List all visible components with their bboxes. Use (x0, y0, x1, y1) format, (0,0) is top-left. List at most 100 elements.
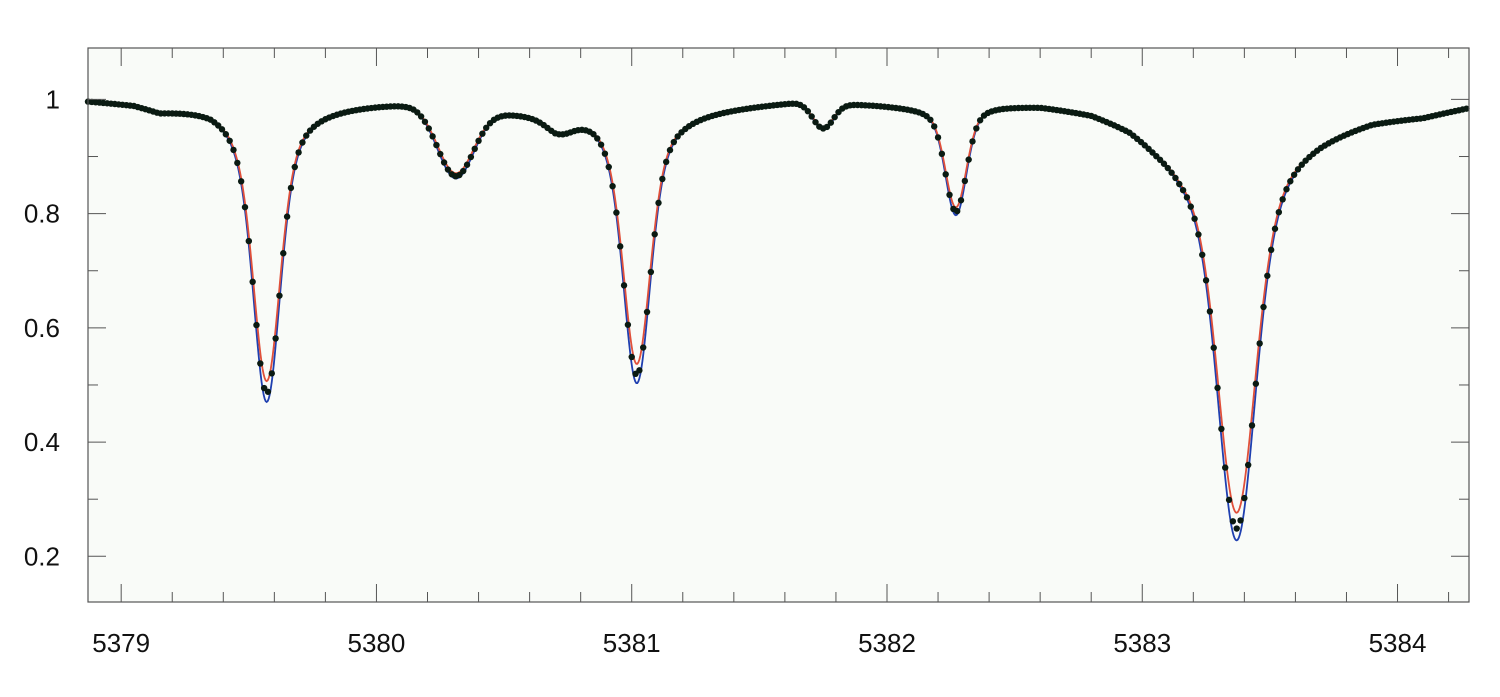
observed-point (1214, 384, 1221, 392)
observed-point (241, 203, 249, 211)
observed-point (226, 137, 233, 144)
observed-point (463, 161, 471, 168)
observed-point (222, 131, 230, 138)
observed-point (1264, 272, 1271, 279)
observed-point (965, 156, 972, 163)
observed-point (1191, 215, 1198, 222)
y-tick-label: 1 (46, 84, 60, 114)
observed-point (812, 118, 819, 126)
observed-point (460, 167, 467, 175)
observed-point (957, 197, 965, 204)
observed-point (303, 132, 310, 139)
observed-point (1290, 171, 1298, 178)
observed-point (946, 191, 953, 199)
observed-point (823, 123, 831, 131)
observed-point (1210, 344, 1217, 351)
observed-points-group (84, 98, 1470, 532)
observed-point (456, 171, 463, 179)
observed-point (1275, 208, 1283, 216)
observed-point (831, 113, 838, 121)
observed-point (636, 367, 643, 374)
plot-frame (87, 47, 1470, 603)
observed-point (931, 123, 938, 130)
observed-point (1164, 164, 1171, 172)
y-axis: 0.2 0.4 0.6 0.8 1 (24, 84, 1469, 571)
observed-point (640, 344, 647, 351)
observed-point (659, 175, 666, 183)
observed-point (1187, 203, 1194, 210)
observed-point (1202, 277, 1210, 284)
x-tick-label: 5382 (858, 628, 916, 658)
y-tick-label: 0.4 (24, 427, 60, 457)
observed-point (674, 133, 681, 140)
observed-point (218, 126, 226, 133)
observed-point (1244, 461, 1252, 469)
observed-point (628, 353, 635, 361)
observed-point (617, 243, 624, 250)
observed-point (969, 138, 976, 145)
observed-point (651, 231, 658, 238)
observed-point (272, 335, 279, 342)
observed-point (421, 118, 429, 125)
observed-point (1172, 174, 1179, 182)
observed-point (662, 158, 670, 166)
observed-point (594, 135, 601, 142)
observed-point (268, 370, 275, 377)
observed-point (437, 150, 444, 158)
observed-point (1183, 194, 1191, 201)
observed-point (1298, 161, 1306, 168)
observed-point (1252, 380, 1260, 387)
observed-point (1283, 186, 1290, 193)
observed-point (417, 113, 425, 120)
observed-point (597, 141, 605, 148)
observed-point (1287, 178, 1294, 185)
observed-point (953, 207, 961, 215)
observed-point (620, 282, 628, 289)
observed-point (655, 199, 662, 207)
observed-point (479, 130, 486, 137)
observed-point (1229, 518, 1237, 525)
observed-point (938, 150, 946, 158)
observed-point (804, 108, 812, 115)
y-tick-label: 0.6 (24, 313, 60, 343)
x-axis: 5379 5380 5381 5382 5383 5384 (92, 48, 1450, 658)
observed-point (253, 321, 260, 329)
observed-point (287, 184, 295, 192)
observed-point (609, 183, 616, 190)
observed-point (467, 153, 475, 161)
observed-point (1206, 308, 1214, 315)
observed-point (590, 130, 597, 138)
observed-point (1463, 105, 1470, 112)
observed-point (249, 278, 256, 285)
observed-point (808, 113, 815, 120)
observed-point (264, 388, 272, 395)
observed-point (973, 125, 980, 132)
observed-point (295, 149, 302, 156)
observed-point (237, 178, 245, 185)
observed-point (1256, 340, 1263, 347)
observed-point (299, 139, 306, 146)
observed-point (613, 209, 620, 216)
observed-point (1237, 517, 1244, 524)
observed-point (976, 117, 984, 124)
observed-point (643, 308, 651, 316)
observed-point (440, 159, 448, 166)
observed-point (1199, 251, 1206, 258)
observed-point (1168, 169, 1175, 176)
observed-point (942, 171, 949, 178)
observed-point (433, 141, 440, 149)
observed-point (1294, 166, 1302, 173)
x-tick-label: 5379 (92, 628, 150, 658)
observed-point (1222, 464, 1229, 471)
observed-point (291, 163, 298, 171)
observed-point (280, 250, 287, 257)
y-tick-label: 0.8 (24, 199, 60, 229)
observed-point (647, 268, 655, 276)
observed-point (1233, 525, 1240, 532)
observed-point (283, 213, 291, 220)
observed-point (444, 166, 452, 173)
observed-point (827, 119, 835, 126)
observed-point (666, 146, 674, 154)
observed-point (414, 109, 421, 116)
